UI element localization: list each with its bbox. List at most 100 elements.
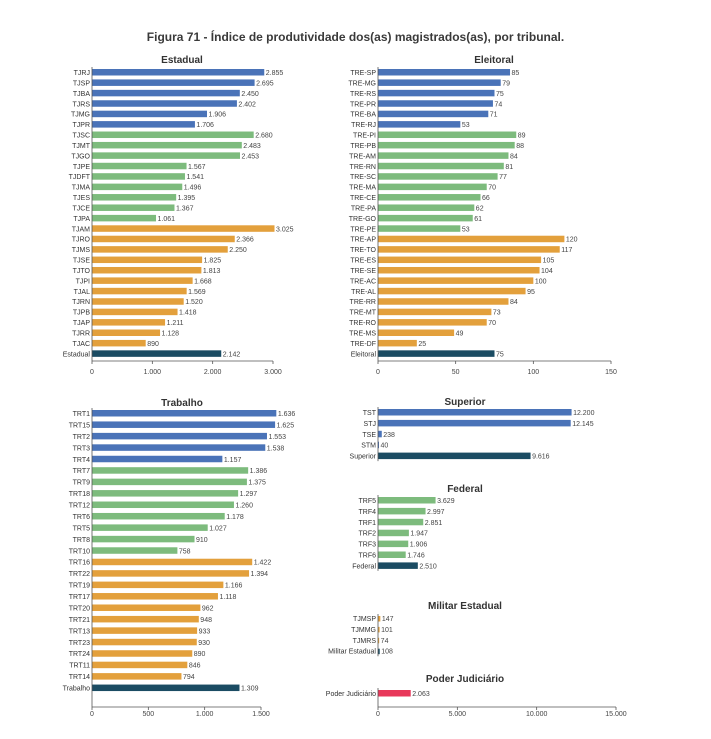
value-label: 81 bbox=[505, 164, 513, 171]
category-label: TJSC bbox=[73, 133, 91, 140]
bar-eleitoral-2 bbox=[378, 89, 495, 97]
category-label: TRE-DF bbox=[350, 341, 376, 348]
bar-estadual-6 bbox=[92, 131, 254, 139]
bar-eleitoral-11 bbox=[378, 183, 487, 191]
category-label: TJPA bbox=[73, 216, 90, 223]
bar-estadual-16 bbox=[92, 235, 235, 243]
value-label: 75 bbox=[496, 91, 504, 98]
category-label: Superior bbox=[350, 454, 377, 461]
x-tick-label: 1.000 bbox=[144, 369, 162, 376]
bar-estadual-20 bbox=[92, 277, 193, 284]
bar-eleitoral-20 bbox=[378, 277, 534, 284]
category-label: TRT13 bbox=[69, 628, 90, 635]
value-label: 2.997 bbox=[427, 509, 445, 516]
value-label: 794 bbox=[183, 674, 195, 681]
bar-estadual-1 bbox=[92, 79, 255, 86]
bar-eleitoral-27 bbox=[378, 350, 495, 357]
x-tick-label: 500 bbox=[142, 711, 154, 718]
category-label: TRT1 bbox=[73, 411, 90, 418]
x-tick-label: 1.500 bbox=[252, 711, 270, 718]
category-label: TRE-SP bbox=[350, 70, 376, 77]
value-label: 3.629 bbox=[437, 498, 455, 505]
value-label: 40 bbox=[381, 443, 389, 450]
value-label: 1.297 bbox=[240, 491, 258, 498]
value-label: 71 bbox=[490, 112, 498, 119]
bar-superior-3 bbox=[378, 441, 379, 449]
value-label: 890 bbox=[147, 341, 159, 348]
bar-eleitoral-15 bbox=[378, 225, 461, 232]
category-label: TJMT bbox=[72, 143, 91, 150]
bar-eleitoral-6 bbox=[378, 131, 517, 139]
bar-trabalho-7 bbox=[92, 490, 239, 497]
value-label: 1.027 bbox=[209, 525, 227, 532]
bar-estadual-10 bbox=[92, 173, 185, 180]
category-label: TRE-TO bbox=[350, 247, 376, 254]
bar-trabalho-21 bbox=[92, 650, 193, 657]
chart-title-poder-judiciario: Poder Judiciário bbox=[426, 674, 504, 685]
bar-eleitoral-23 bbox=[378, 308, 492, 316]
category-label: Estadual bbox=[63, 351, 91, 358]
bar-eleitoral-19 bbox=[378, 266, 540, 274]
value-label: 1.553 bbox=[268, 434, 286, 441]
category-label: TRE-RR bbox=[350, 299, 376, 306]
bar-trabalho-23 bbox=[92, 673, 182, 680]
value-label: 25 bbox=[418, 341, 426, 348]
category-label: TRE-MG bbox=[348, 80, 376, 87]
category-label: TRT16 bbox=[69, 560, 90, 567]
category-label: TJMSP bbox=[353, 616, 376, 623]
x-tick-label: 150 bbox=[605, 369, 617, 376]
bar-poder-judiciario-0 bbox=[378, 690, 411, 697]
category-label: TRE-AP bbox=[350, 237, 376, 244]
category-label: TRT24 bbox=[69, 651, 90, 658]
bar-trabalho-11 bbox=[92, 535, 195, 543]
category-label: TRT12 bbox=[69, 503, 90, 510]
value-label: 1.496 bbox=[184, 185, 202, 192]
x-tick-label: 0 bbox=[376, 711, 380, 718]
category-label: TRT8 bbox=[73, 537, 90, 544]
x-tick-label: 1.000 bbox=[196, 711, 214, 718]
value-label: 2.366 bbox=[236, 237, 254, 244]
x-tick-label: 0 bbox=[90, 711, 94, 718]
value-label: 933 bbox=[199, 628, 211, 635]
value-label: 61 bbox=[474, 216, 482, 223]
category-label: TRE-ES bbox=[350, 258, 376, 265]
category-label: TRE-PR bbox=[350, 101, 376, 108]
bar-trabalho-12 bbox=[92, 547, 178, 554]
value-label: 70 bbox=[488, 185, 496, 192]
category-label: TJSE bbox=[73, 258, 90, 265]
x-tick-label: 0 bbox=[376, 369, 380, 376]
bar-estadual-8 bbox=[92, 152, 240, 159]
value-label: 62 bbox=[476, 205, 484, 212]
bar-eleitoral-9 bbox=[378, 162, 504, 170]
category-label: TRT14 bbox=[69, 674, 90, 681]
category-label: TRE-PI bbox=[353, 133, 376, 140]
value-label: 948 bbox=[200, 617, 212, 624]
value-label: 12.145 bbox=[572, 421, 594, 428]
value-label: 2.453 bbox=[241, 153, 259, 160]
value-label: 2.510 bbox=[419, 563, 437, 570]
value-label: 75 bbox=[496, 351, 504, 358]
value-label: 2.695 bbox=[256, 80, 274, 87]
value-label: 1.418 bbox=[179, 310, 197, 317]
category-label: TRF1 bbox=[359, 520, 377, 527]
category-label: TJMMG bbox=[351, 627, 376, 634]
category-label: TRT15 bbox=[69, 422, 90, 429]
value-label: 1.211 bbox=[167, 320, 184, 327]
category-label: TJRO bbox=[72, 237, 91, 244]
category-label: STM bbox=[361, 443, 376, 450]
value-label: 70 bbox=[488, 320, 496, 327]
category-label: TRE-AC bbox=[350, 278, 376, 285]
value-label: 2.402 bbox=[238, 101, 256, 108]
bar-eleitoral-3 bbox=[378, 100, 493, 107]
category-label: TJCE bbox=[73, 205, 91, 212]
category-label: TJRS bbox=[73, 101, 91, 108]
category-label: TRT23 bbox=[69, 640, 90, 647]
value-label: 101 bbox=[381, 627, 393, 634]
value-label: 1.309 bbox=[241, 686, 259, 693]
value-label: 846 bbox=[189, 663, 201, 670]
category-label: TRE-PE bbox=[350, 226, 376, 233]
value-label: 1.825 bbox=[204, 258, 222, 265]
bar-trabalho-16 bbox=[92, 593, 218, 600]
category-label: TRF5 bbox=[359, 498, 377, 505]
